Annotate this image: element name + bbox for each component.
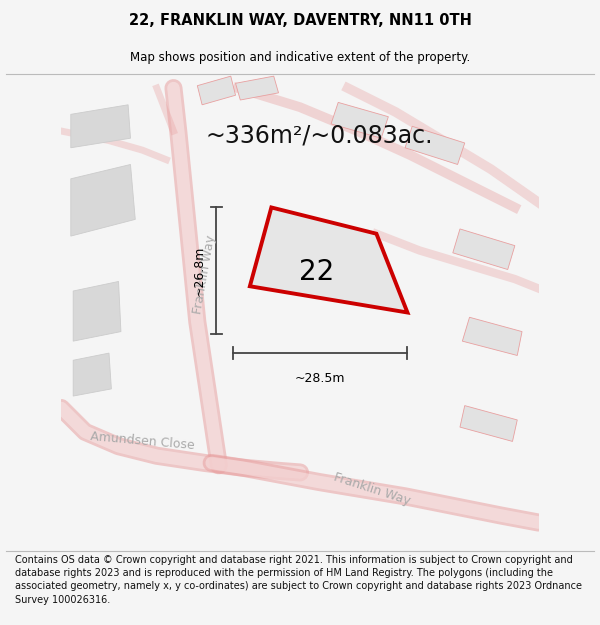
Text: Franklin Way: Franklin Way xyxy=(332,471,412,508)
Polygon shape xyxy=(236,76,278,100)
Polygon shape xyxy=(331,102,388,138)
Text: Contains OS data © Crown copyright and database right 2021. This information is : Contains OS data © Crown copyright and d… xyxy=(15,555,582,604)
Polygon shape xyxy=(197,76,236,105)
Text: Amundsen Close: Amundsen Close xyxy=(90,431,195,452)
Polygon shape xyxy=(73,353,112,396)
Polygon shape xyxy=(71,164,135,236)
Polygon shape xyxy=(405,126,465,164)
Text: ~26.8m: ~26.8m xyxy=(193,246,206,296)
Polygon shape xyxy=(453,229,515,269)
Text: ~336m²/~0.083ac.: ~336m²/~0.083ac. xyxy=(205,124,433,148)
Text: Map shows position and indicative extent of the property.: Map shows position and indicative extent… xyxy=(130,51,470,64)
Polygon shape xyxy=(250,208,407,312)
Polygon shape xyxy=(71,105,130,148)
Polygon shape xyxy=(463,318,522,356)
Text: Franklin Way: Franklin Way xyxy=(191,234,218,315)
Text: 22: 22 xyxy=(299,258,334,286)
Polygon shape xyxy=(460,406,517,441)
Text: ~28.5m: ~28.5m xyxy=(295,372,346,385)
Text: 22, FRANKLIN WAY, DAVENTRY, NN11 0TH: 22, FRANKLIN WAY, DAVENTRY, NN11 0TH xyxy=(128,13,472,28)
Polygon shape xyxy=(73,281,121,341)
